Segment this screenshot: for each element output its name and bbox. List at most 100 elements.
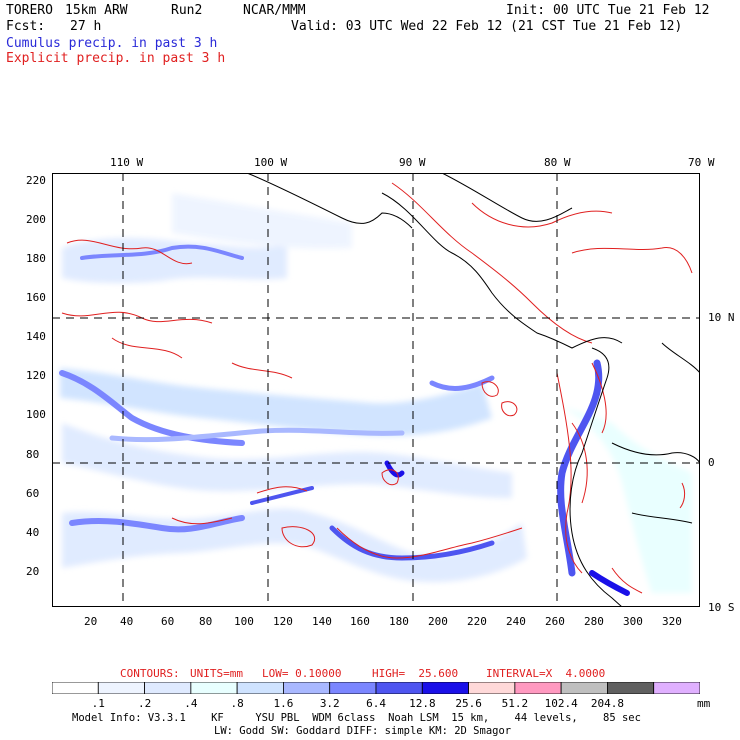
lon-label-80w: 80 W [544, 156, 571, 169]
precip-legend [52, 682, 700, 694]
legend-swatch [52, 682, 99, 694]
x-tick: 280 [584, 615, 604, 628]
y-tick: 100 [26, 408, 46, 421]
coast-sa-border [611, 442, 700, 464]
legend-level-label: .1 [91, 697, 105, 710]
legend-level-label: .2 [137, 697, 152, 710]
graticule [52, 173, 700, 607]
legend-swatch [375, 682, 423, 694]
contour-interval: INTERVAL=X 4.0000 [486, 667, 606, 680]
y-tick: 80 [26, 448, 40, 461]
lon-label-110w: 110 W [110, 156, 144, 169]
forecast-hours: 27 h [70, 19, 102, 34]
coast-central-america [381, 192, 623, 349]
legend-level-label: 3.2 [319, 697, 340, 710]
contour-high: HIGH= 25.600 [372, 667, 459, 680]
x-tick: 60 [161, 615, 175, 628]
x-tick: 260 [545, 615, 565, 628]
streak [429, 375, 495, 391]
legend-level-label: 12.8 [409, 697, 436, 710]
init-time: Init: 00 UTC Tue 21 Feb 12 [506, 3, 710, 18]
legend-swatch [514, 682, 562, 694]
run-label: Run2 [171, 3, 203, 18]
x-tick: 240 [506, 615, 526, 628]
x-tick: 320 [662, 615, 682, 628]
coast-caribbean [441, 173, 573, 222]
lat-label-10s: 10 S [708, 601, 735, 614]
coast-sa-border-3 [631, 512, 693, 524]
streak [59, 370, 245, 446]
y-tick: 220 [26, 174, 46, 187]
legend-swatch [97, 682, 145, 694]
forecast-label: Fcst: [6, 19, 46, 34]
y-tick: 180 [26, 252, 46, 265]
legend-swatch [329, 682, 377, 694]
legend-swatch [144, 682, 192, 694]
lon-label-100w: 100 W [254, 156, 288, 169]
x-tick: 200 [428, 615, 448, 628]
x-tick: 120 [273, 615, 293, 628]
model-name: TORERO [6, 3, 53, 18]
legend-level-label: 102.4 [544, 697, 578, 710]
map-frame [52, 173, 700, 607]
lon-label-70w: 70 W [688, 156, 715, 169]
y-tick: 140 [26, 330, 46, 343]
y-tick: 20 [26, 565, 40, 578]
streak [109, 427, 405, 443]
y-tick: 40 [26, 526, 40, 539]
streak [80, 244, 244, 260]
contour-prefix: CONTOURS: [120, 667, 180, 680]
precip-patch-ne [172, 193, 352, 249]
streak [589, 570, 630, 596]
legend-swatch [421, 682, 469, 694]
x-tick: 140 [312, 615, 332, 628]
coast-colombia [569, 347, 623, 607]
lon-label-90w: 90 W [399, 156, 426, 169]
legend-swatch [236, 682, 284, 694]
streak [384, 460, 405, 478]
legend-swatch [468, 682, 516, 694]
lat-label-0: 0 [708, 456, 715, 469]
legend-units: mm [697, 697, 711, 710]
lat-label-10n: 10 N [708, 311, 735, 324]
legend-level-label: 6.4 [366, 697, 386, 710]
contour-units: UNITS=mm [190, 667, 243, 680]
contour-low: LOW= 0.10000 [262, 667, 342, 680]
legend-swatch [190, 682, 238, 694]
precip-band-itcz-2 [62, 423, 512, 498]
legend-level-label: 1.6 [273, 697, 294, 710]
x-tick: 100 [234, 615, 254, 628]
precip-map [52, 173, 700, 607]
physics-info: LW: Godd SW: Goddard DIFF: simple KM: 2D… [214, 725, 512, 737]
y-tick: 60 [26, 487, 40, 500]
legend-level-label: 204.8 [590, 697, 625, 710]
x-tick: 160 [350, 615, 370, 628]
coastlines [246, 173, 700, 607]
coast-sa-border-2 [661, 342, 700, 374]
cumulus-precip-title: Cumulus precip. in past 3 h [6, 36, 218, 51]
streak [250, 486, 314, 505]
legend-level-label: 25.6 [455, 697, 482, 710]
valid-time: Valid: 03 UTC Wed 22 Feb 12 (21 CST Tue … [291, 19, 683, 34]
y-tick: 200 [26, 213, 46, 226]
y-tick: 120 [26, 369, 46, 382]
x-tick: 300 [623, 615, 643, 628]
x-tick: 40 [120, 615, 134, 628]
x-tick: 80 [199, 615, 213, 628]
streak [69, 515, 245, 533]
legend-level-label: .8 [230, 697, 244, 710]
y-tick: 160 [26, 291, 46, 304]
explicit-precip-contours [61, 182, 693, 594]
coast-mexico [246, 173, 413, 229]
legend-swatch [607, 682, 655, 694]
legend-swatch [560, 682, 608, 694]
x-tick: 20 [84, 615, 98, 628]
precip-band-itcz [60, 368, 492, 436]
x-tick: 180 [389, 615, 409, 628]
model-info: Model Info: V3.3.1 KF YSU PBL WDM 6class… [72, 712, 641, 724]
legend-level-label: .4 [184, 697, 198, 710]
resolution-label: 15km ARW [65, 3, 128, 18]
legend-swatch [653, 682, 700, 694]
org-label: NCAR/MMM [243, 3, 306, 18]
explicit-precip-title: Explicit precip. in past 3 h [6, 51, 226, 66]
